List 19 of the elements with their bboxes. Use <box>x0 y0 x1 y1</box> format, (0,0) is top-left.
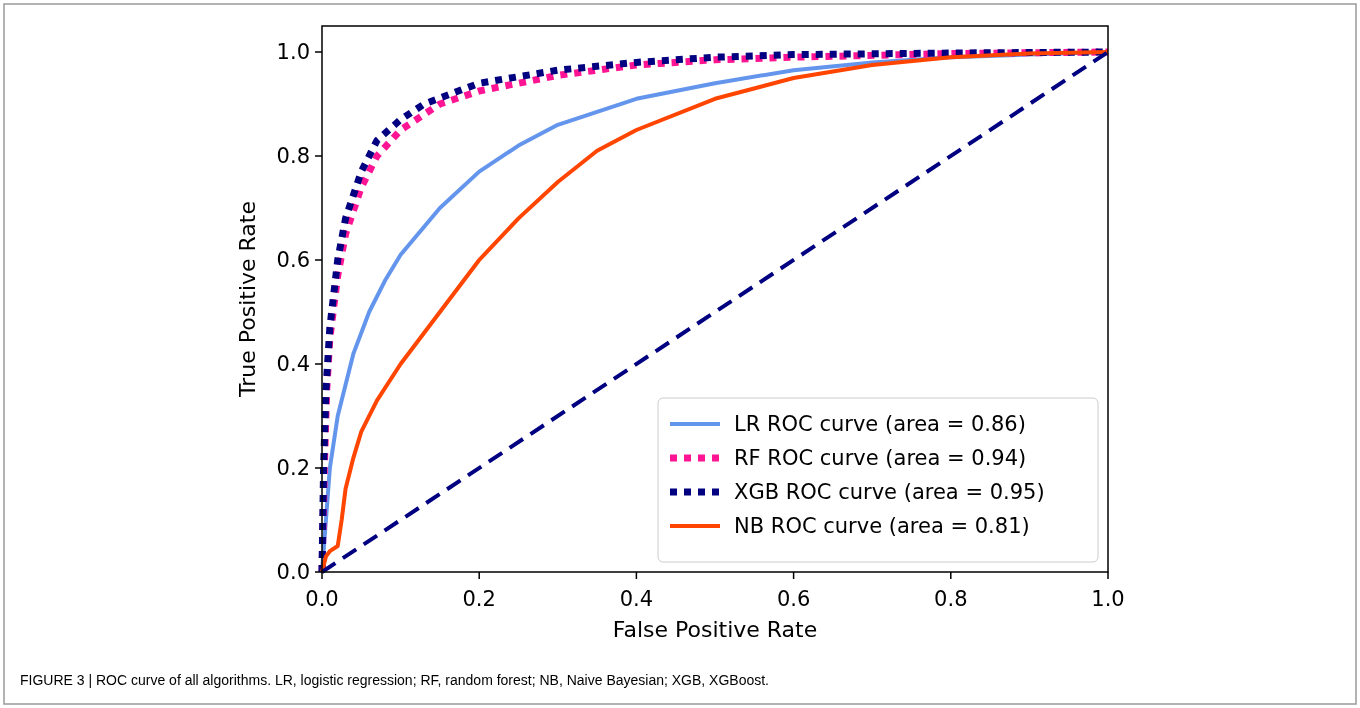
y-tick-label: 1.0 <box>276 40 310 65</box>
x-tick-label: 0.0 <box>305 587 339 611</box>
legend-label: NB ROC curve (area = 0.81) <box>734 514 1030 539</box>
x-tick-label: 0.2 <box>462 587 496 611</box>
x-tick-label: 1.0 <box>1091 587 1125 611</box>
legend-label: RF ROC curve (area = 0.94) <box>734 446 1027 471</box>
y-tick-label: 0.2 <box>276 456 310 481</box>
y-tick-label: 0.4 <box>276 352 310 377</box>
x-tick-label: 0.4 <box>619 587 654 611</box>
y-axis-title: True Positive Rate <box>235 201 260 398</box>
y-tick-label: 0.6 <box>276 248 310 273</box>
x-tick-label: 0.8 <box>934 587 968 611</box>
caption: FIGURE 3 | ROC curve of all algorithms. LR, logistic regression; RF, random forest; NB, Naive Bayesian; XGB, XGBoost. <box>20 672 770 688</box>
y-tick-label: 0.0 <box>276 560 310 585</box>
x-tick-label: 0.6 <box>776 587 811 611</box>
legend-label: XGB ROC curve (area = 0.95) <box>734 480 1045 505</box>
y-tick-label: 0.8 <box>276 144 310 169</box>
x-axis-title: False Positive Rate <box>612 617 818 642</box>
legend-label: LR ROC curve (area = 0.86) <box>734 412 1026 437</box>
